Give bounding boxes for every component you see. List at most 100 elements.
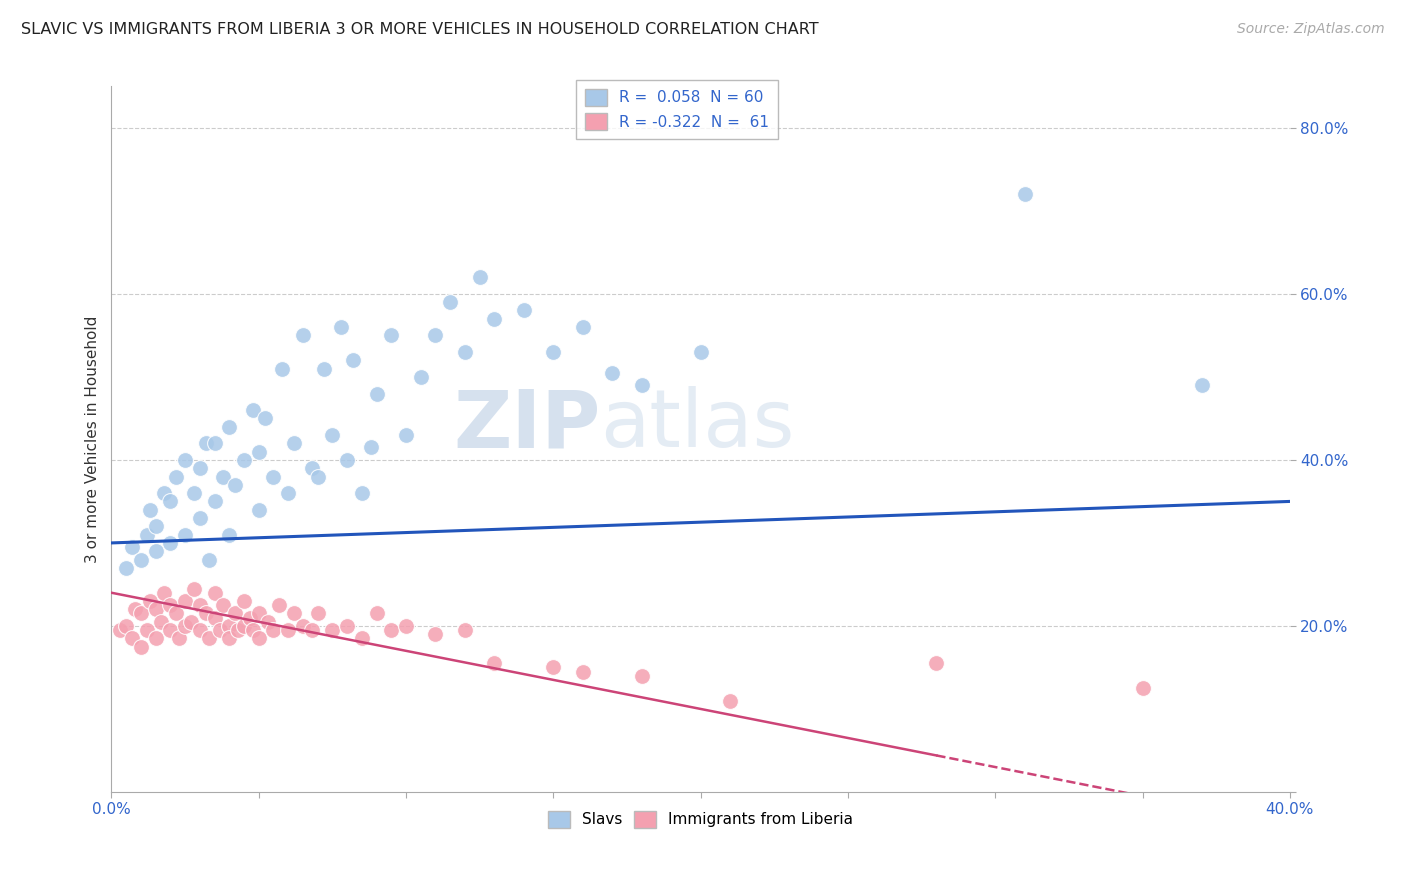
Point	[212, 469, 235, 483]
Point	[218, 527, 240, 541]
Point	[174, 527, 197, 541]
Point	[204, 585, 226, 599]
Point	[188, 623, 211, 637]
Point	[121, 632, 143, 646]
Point	[153, 486, 176, 500]
Point	[135, 623, 157, 637]
Point	[1014, 187, 1036, 202]
Point	[283, 607, 305, 621]
Point	[159, 598, 181, 612]
Point	[115, 561, 138, 575]
Point	[454, 623, 477, 637]
Point	[110, 623, 132, 637]
Point	[159, 623, 181, 637]
Point	[307, 607, 329, 621]
Point	[321, 428, 343, 442]
Point	[630, 378, 652, 392]
Point	[226, 623, 249, 637]
Point	[380, 623, 402, 637]
Point	[121, 540, 143, 554]
Point	[153, 585, 176, 599]
Point	[150, 615, 173, 629]
Point	[395, 428, 418, 442]
Point	[194, 607, 217, 621]
Point	[572, 320, 595, 334]
Point	[188, 461, 211, 475]
Point	[138, 594, 160, 608]
Point	[291, 619, 314, 633]
Point	[366, 386, 388, 401]
Point	[409, 370, 432, 384]
Point	[425, 627, 447, 641]
Point	[630, 669, 652, 683]
Point	[183, 486, 205, 500]
Point	[239, 610, 262, 624]
Point	[218, 419, 240, 434]
Point	[277, 623, 299, 637]
Text: atlas: atlas	[600, 386, 794, 464]
Point	[1191, 378, 1213, 392]
Point	[336, 619, 359, 633]
Point	[307, 469, 329, 483]
Point	[689, 345, 711, 359]
Point	[242, 623, 264, 637]
Point	[277, 486, 299, 500]
Point	[145, 632, 167, 646]
Point	[129, 607, 152, 621]
Point	[218, 632, 240, 646]
Point	[218, 619, 240, 633]
Point	[262, 469, 284, 483]
Point	[204, 436, 226, 450]
Point	[247, 632, 270, 646]
Point	[115, 619, 138, 633]
Point	[183, 582, 205, 596]
Point	[439, 295, 461, 310]
Point	[180, 615, 202, 629]
Point	[209, 623, 232, 637]
Point	[330, 320, 353, 334]
Point	[247, 502, 270, 516]
Point	[212, 598, 235, 612]
Point	[174, 594, 197, 608]
Point	[271, 361, 294, 376]
Point	[145, 602, 167, 616]
Point	[543, 345, 565, 359]
Point	[159, 494, 181, 508]
Point	[380, 328, 402, 343]
Point	[145, 519, 167, 533]
Point	[135, 527, 157, 541]
Point	[204, 494, 226, 508]
Point	[129, 640, 152, 654]
Point	[242, 403, 264, 417]
Point	[247, 607, 270, 621]
Point	[360, 441, 382, 455]
Point	[247, 444, 270, 458]
Point	[145, 544, 167, 558]
Point	[350, 486, 373, 500]
Point	[350, 632, 373, 646]
Point	[454, 345, 477, 359]
Text: ZIP: ZIP	[453, 386, 600, 464]
Point	[484, 657, 506, 671]
Point	[174, 619, 197, 633]
Point	[204, 610, 226, 624]
Point	[321, 623, 343, 637]
Point	[165, 607, 187, 621]
Point	[188, 598, 211, 612]
Point	[513, 303, 536, 318]
Point	[253, 411, 276, 425]
Point	[312, 361, 335, 376]
Point	[718, 693, 741, 707]
Point	[194, 436, 217, 450]
Point	[572, 665, 595, 679]
Point	[159, 536, 181, 550]
Point	[1132, 681, 1154, 696]
Point	[224, 607, 246, 621]
Legend: Slavs, Immigrants from Liberia: Slavs, Immigrants from Liberia	[543, 805, 859, 834]
Point	[342, 353, 364, 368]
Point	[174, 453, 197, 467]
Point	[138, 502, 160, 516]
Text: SLAVIC VS IMMIGRANTS FROM LIBERIA 3 OR MORE VEHICLES IN HOUSEHOLD CORRELATION CH: SLAVIC VS IMMIGRANTS FROM LIBERIA 3 OR M…	[21, 22, 818, 37]
Point	[233, 619, 256, 633]
Point	[283, 436, 305, 450]
